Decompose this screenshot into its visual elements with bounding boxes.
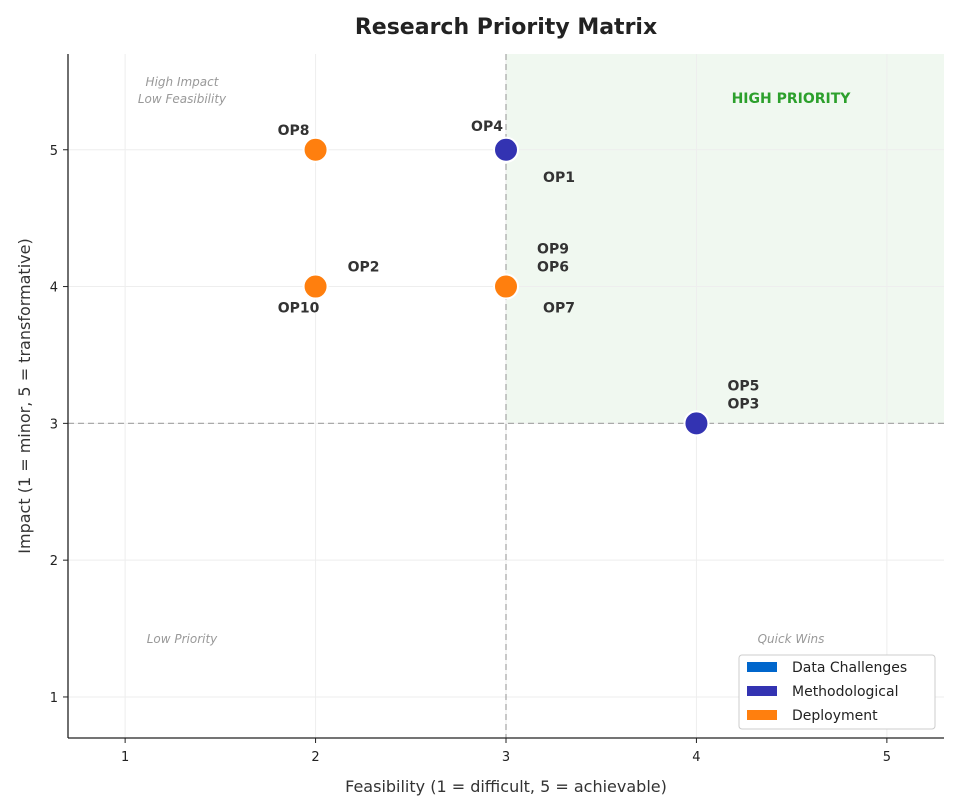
quadrant-label-low-priority: Low Priority xyxy=(147,632,218,646)
point-label: OP10 xyxy=(278,301,320,317)
point-label: OP9 xyxy=(537,242,569,258)
point-label: OP1 xyxy=(543,170,575,186)
legend-box xyxy=(738,654,936,730)
data-point xyxy=(302,136,329,163)
y-tick-label: 4 xyxy=(50,281,58,296)
y-tick-label: 2 xyxy=(50,554,58,569)
x-axis-label: Feasibility (1 = difficult, 5 = achievab… xyxy=(345,777,667,796)
data-point xyxy=(302,273,329,300)
y-tick-label: 1 xyxy=(50,691,58,706)
high-priority-region xyxy=(506,54,944,424)
point-label: OP7 xyxy=(543,301,575,317)
quadrant-label-high-impact: High Impact xyxy=(146,75,220,89)
y-tick-label: 5 xyxy=(50,144,58,159)
data-point xyxy=(683,410,710,437)
legend-swatch xyxy=(747,662,777,672)
x-tick-label: 1 xyxy=(121,750,129,765)
point-label: OP4 xyxy=(471,119,503,135)
point-label: OP3 xyxy=(727,396,759,412)
high-priority-label: HIGH PRIORITY xyxy=(732,91,852,107)
legend-label: Methodological xyxy=(792,684,898,700)
legend-label: Deployment xyxy=(792,708,878,724)
x-tick-label: 4 xyxy=(692,750,700,765)
x-tick-label: 3 xyxy=(502,750,510,765)
x-tick-label: 2 xyxy=(311,750,319,765)
chart-title: Research Priority Matrix xyxy=(355,15,657,40)
data-point xyxy=(493,136,519,163)
quadrant-label-quick-wins: Quick Wins xyxy=(758,632,825,646)
legend-label: Data Challenges xyxy=(792,660,907,676)
y-axis-label: Impact (1 = minor, 5 = transformative) xyxy=(15,238,34,553)
legend-swatch xyxy=(747,686,777,696)
data-point xyxy=(493,273,519,300)
point-label: OP8 xyxy=(278,123,310,139)
legend-swatch xyxy=(747,710,777,720)
quadrant-label-low-feasibility: Low Feasibility xyxy=(138,92,227,106)
point-label: OP5 xyxy=(727,378,759,394)
y-tick-label: 3 xyxy=(50,417,58,432)
x-tick-label: 5 xyxy=(883,750,891,765)
point-label: OP2 xyxy=(348,260,380,276)
point-label: OP6 xyxy=(537,260,569,276)
